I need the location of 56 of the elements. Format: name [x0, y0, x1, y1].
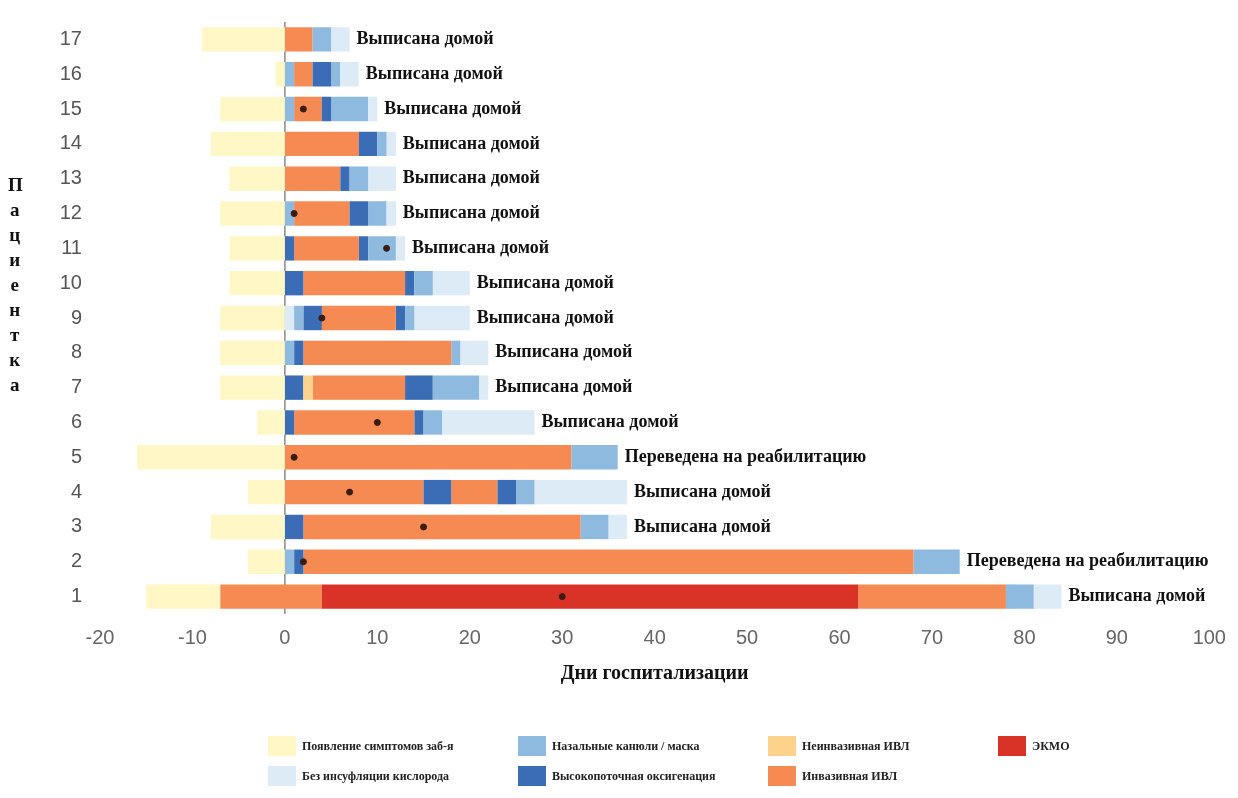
y-tick-label: 11: [61, 235, 82, 258]
x-tick-label: 90: [1105, 625, 1128, 648]
x-tick-label: 100: [1192, 625, 1226, 648]
x-tick-label: -20: [85, 625, 115, 648]
annotation: Выписана домой: [495, 376, 633, 397]
annotation: Выписана домой: [365, 62, 503, 83]
annotation: Выписана домой: [402, 167, 540, 188]
legend-label: Высокопоточная оксигенация: [552, 768, 716, 784]
y-tick-label: 1: [70, 584, 82, 607]
y-tick-label: 8: [70, 340, 82, 363]
y-tick-label: 3: [70, 514, 82, 537]
annotation: Выписана домой: [402, 202, 540, 223]
x-tick-label: 30: [551, 625, 574, 648]
annotation: Выписана домой: [476, 271, 614, 292]
x-tick-label: 0: [279, 625, 291, 648]
y-tick-label: 13: [59, 166, 82, 189]
x-tick-label: 50: [735, 625, 759, 648]
y-tick-label: 5: [70, 444, 82, 467]
legend-label: Назальные канюли / маска: [552, 738, 700, 754]
annotation: Выписана домой: [356, 28, 494, 49]
annotation: Выписана домой: [384, 97, 522, 118]
legend-label: ЭКМО: [1032, 738, 1070, 754]
annotation: Переведена на реабилитацию: [624, 445, 867, 466]
annotation: Выписана домой: [476, 306, 614, 327]
annotation: Выписана домой: [495, 341, 633, 362]
annotation: Выписана домой: [541, 411, 679, 432]
text: Пациентка: [8, 174, 23, 395]
y-tick-label: 16: [59, 61, 82, 84]
legend-label: Неинвазивная ИВЛ: [802, 738, 910, 754]
x-tick-label: 40: [643, 625, 666, 648]
x-tick-label: 70: [920, 625, 944, 648]
x-tick-label: 10: [366, 625, 389, 648]
x-tick-label: 60: [828, 625, 851, 648]
legend-label: Без инсуфляции кислорода: [302, 768, 450, 784]
y-tick-label: 12: [59, 201, 82, 224]
x-axis-title: Дни госпитализации: [560, 661, 749, 685]
annotation: Переведена на реабилитацию: [966, 550, 1209, 571]
y-tick-label: 2: [70, 549, 82, 572]
x-tick-label: -10: [177, 625, 207, 648]
annotation: Выписана домой: [1068, 585, 1206, 606]
y-tick-label: 9: [70, 305, 82, 328]
y-tick-label: 15: [59, 96, 82, 119]
annotation: Выписана домой: [402, 132, 540, 153]
annotation: Выписана домой: [412, 237, 550, 258]
x-tick-label: 80: [1013, 625, 1036, 648]
y-tick-label: 7: [70, 375, 82, 398]
y-tick-label: 10: [59, 270, 82, 293]
annotation: Выписана домой: [633, 515, 771, 536]
annotation: Выписана домой: [633, 480, 771, 501]
y-tick-label: 4: [70, 479, 82, 502]
y-tick-label: 6: [70, 409, 82, 432]
y-tick-label: 17: [59, 26, 82, 49]
x-tick-label: 20: [458, 625, 481, 648]
legend-label: Инвазивная ИВЛ: [802, 768, 898, 784]
legend-label: Появление симптомов заб-я: [302, 738, 454, 754]
y-tick-label: 14: [59, 131, 82, 154]
